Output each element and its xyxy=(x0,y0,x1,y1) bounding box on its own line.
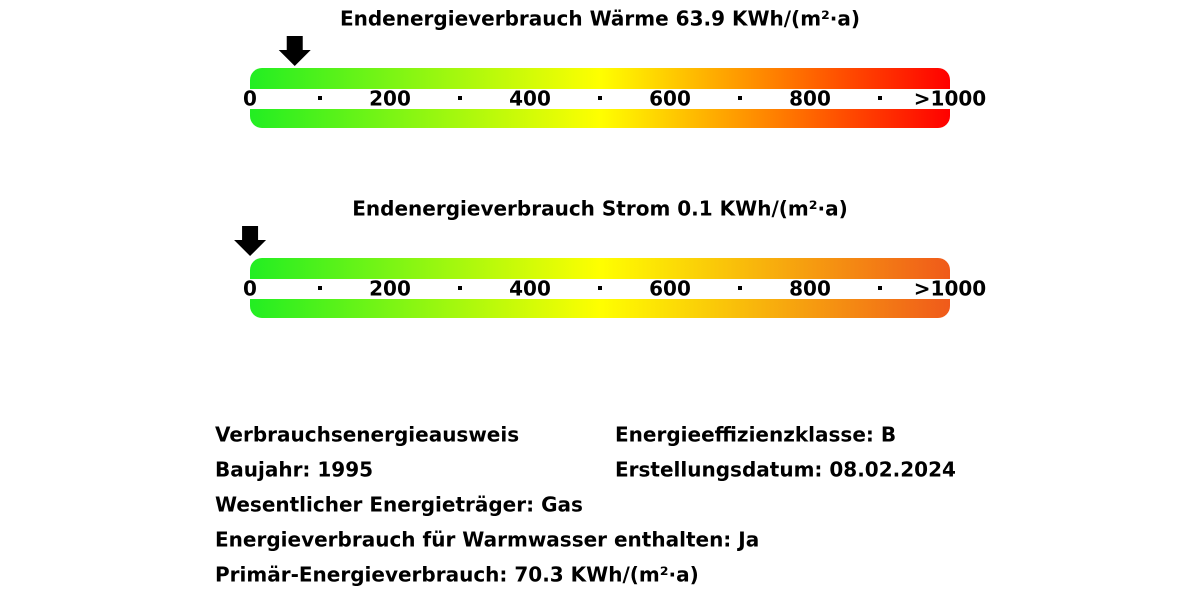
tick-label: 600 xyxy=(649,87,691,111)
detail-text: Primär-Energieverbrauch: 70.3 KWh/(m²·a) xyxy=(215,563,699,587)
value-arrow xyxy=(234,226,267,256)
tick-label: 800 xyxy=(789,87,831,111)
detail-text: Baujahr: 1995 xyxy=(215,458,373,482)
tick-separator xyxy=(738,286,742,290)
detail-text: Wesentlicher Energieträger: Gas xyxy=(215,493,583,517)
tick-separator xyxy=(458,96,462,100)
tick-separator xyxy=(318,286,322,290)
tick-label: >1000 xyxy=(914,277,986,301)
tick-label: 600 xyxy=(649,277,691,301)
tick-label: >1000 xyxy=(914,87,986,111)
detail-text: Verbrauchsenergieausweis xyxy=(215,423,519,447)
tick-label: 0 xyxy=(243,277,257,301)
detail-text: Erstellungsdatum: 08.02.2024 xyxy=(615,458,956,482)
tick-separator xyxy=(598,96,602,100)
tick-label: 400 xyxy=(509,87,551,111)
tick-label: 400 xyxy=(509,277,551,301)
scale-title: Endenergieverbrauch Strom 0.1 KWh/(m²·a) xyxy=(352,197,847,221)
detail-text: Energieverbrauch für Warmwasser enthalte… xyxy=(215,528,759,552)
tick-label: 200 xyxy=(369,87,411,111)
tick-separator xyxy=(458,286,462,290)
tick-separator xyxy=(318,96,322,100)
tick-label: 200 xyxy=(369,277,411,301)
tick-label: 800 xyxy=(789,277,831,301)
scale-title: Endenergieverbrauch Wärme 63.9 KWh/(m²·a… xyxy=(340,7,860,31)
tick-separator xyxy=(878,286,882,290)
tick-separator xyxy=(738,96,742,100)
detail-text: Energieeffizienzklasse: B xyxy=(615,423,896,447)
tick-label: 0 xyxy=(243,87,257,111)
value-arrow xyxy=(278,36,311,66)
tick-separator xyxy=(878,96,882,100)
tick-separator xyxy=(598,286,602,290)
